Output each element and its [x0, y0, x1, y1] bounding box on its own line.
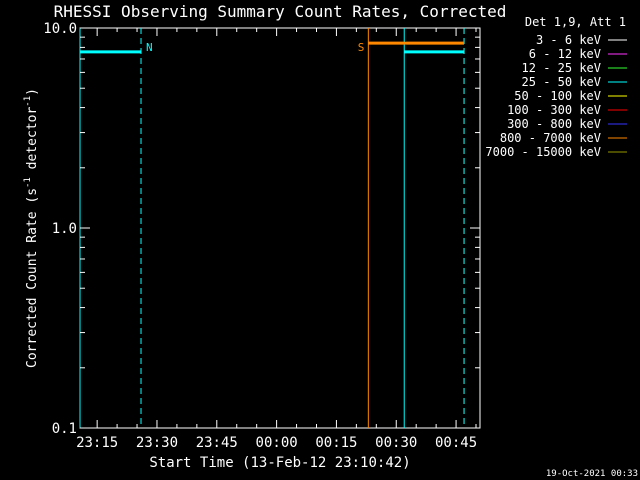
axis-ticks: 23:15 23:30 23:45 00:00 00:15 00:30 00:45 0.1 1.… [43, 21, 480, 451]
legend-entry-label: 3 - 6 keV [536, 33, 601, 47]
chart-title: RHESSI Observing Summary Count Rates, Co… [54, 2, 507, 21]
y-axis-label: Corrected Count Rate (s-1 detector-1) [23, 88, 40, 368]
y-axis-label-mid: detector [25, 107, 40, 178]
y-axis-label-sup1: -1 [23, 177, 33, 188]
x-tick-label: 23:30 [136, 435, 178, 451]
legend-entry-label: 800 - 7000 keV [500, 131, 601, 145]
legend-header: Det 1,9, Att 1 [525, 15, 626, 29]
x-tick-label: 00:00 [256, 435, 298, 451]
legend-entry-label: 12 - 25 keV [522, 61, 601, 75]
y-tick-label: 0.1 [52, 421, 77, 437]
legend-entry-label: 100 - 300 keV [507, 103, 601, 117]
flag-marker-label: N [146, 41, 153, 54]
legend-entry-label: 25 - 50 keV [522, 75, 601, 89]
y-tick-label: 10.0 [43, 21, 77, 37]
x-tick-label: 00:45 [435, 435, 477, 451]
flag-marker-label: S [358, 41, 365, 54]
y-axis-label-main: Corrected Count Rate (s [25, 188, 40, 368]
x-axis-label: Start Time (13-Feb-12 23:10:42) [149, 455, 410, 471]
x-tick-label: 00:15 [315, 435, 357, 451]
y-axis-label-sup2: -1 [23, 96, 33, 107]
y-axis-label-end: ) [25, 88, 40, 96]
legend-entry-label: 7000 - 15000 keV [485, 145, 601, 159]
x-tick-label: 23:15 [76, 435, 118, 451]
x-tick-label: 00:30 [375, 435, 417, 451]
x-tick-label: 23:45 [196, 435, 238, 451]
legend-entry-label: 6 - 12 keV [529, 47, 601, 61]
legend-entry-label: 300 - 800 keV [507, 117, 601, 131]
y-tick-label: 1.0 [52, 221, 77, 237]
timestamp: 19-Oct-2021 00:33 [546, 469, 638, 479]
legend-entry-label: 50 - 100 keV [514, 89, 601, 103]
